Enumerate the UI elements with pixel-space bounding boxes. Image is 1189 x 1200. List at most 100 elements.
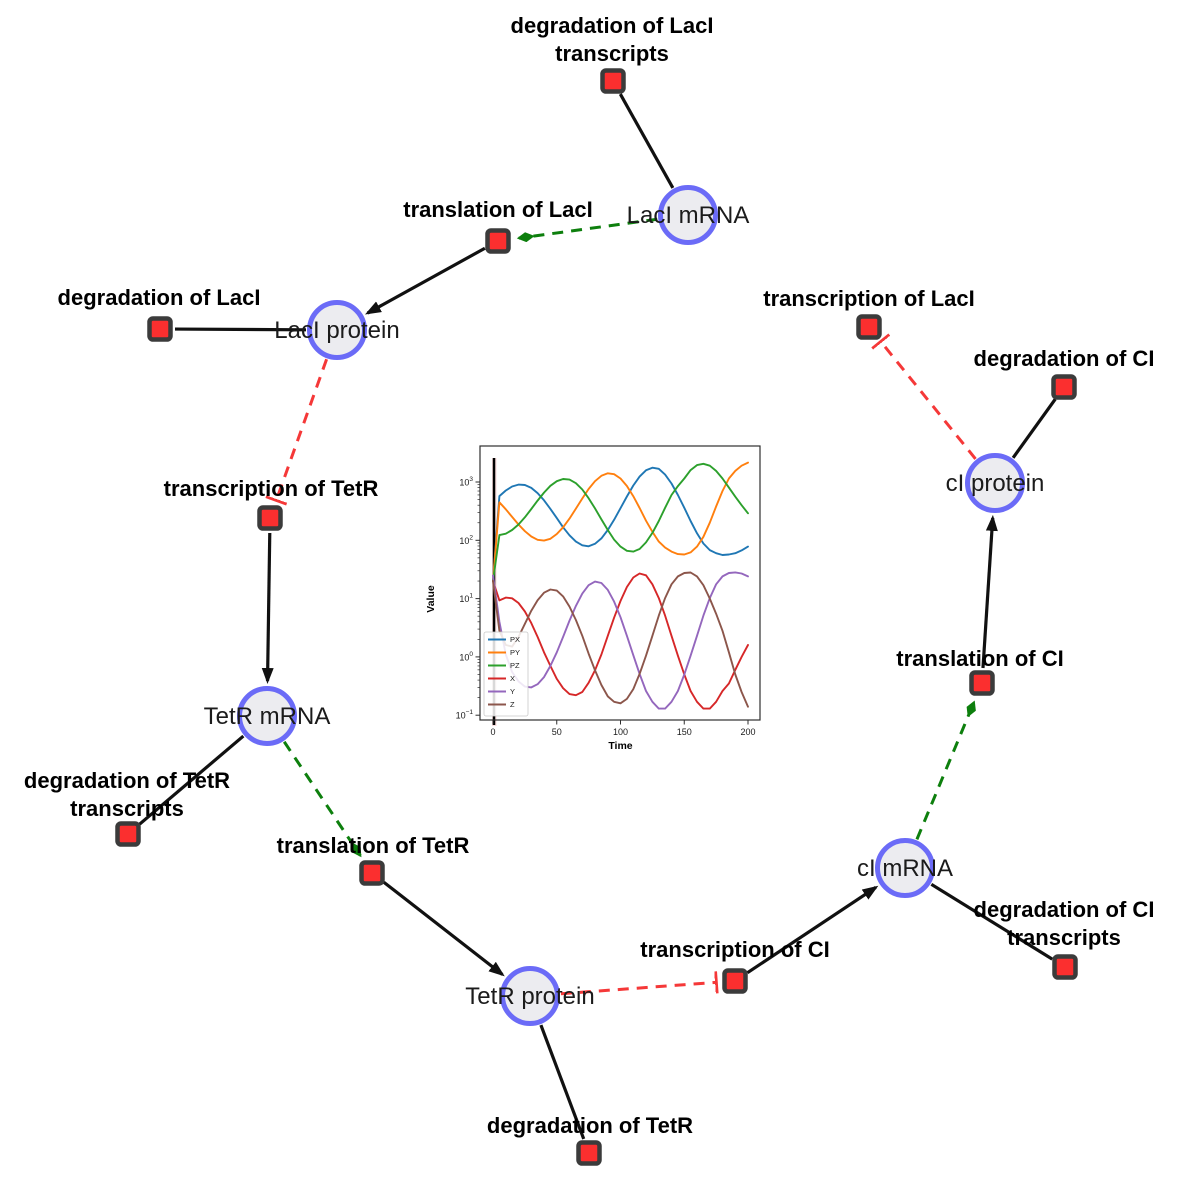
legend-label-PX: PX (510, 635, 520, 644)
edge-inhibition-ci_protein-txn_laci (881, 342, 977, 460)
reaction-deg_ci[interactable] (1051, 374, 1077, 400)
edge-production-transl_ci-ci_protein (981, 514, 998, 669)
edge-consumption-ci_protein-deg_ci (1011, 398, 1057, 459)
species-label-laci_mrna: LacI mRNA (627, 202, 750, 229)
y-axis-tick-label: 101 (459, 593, 473, 605)
x-axis-tick-label: 100 (613, 727, 628, 737)
y-axis-tick-label: 102 (459, 534, 473, 546)
reaction-label-deg_ci: degradation of CI (974, 346, 1155, 371)
reaction-square[interactable] (485, 228, 511, 254)
species-circle[interactable] (658, 185, 718, 245)
reaction-transl_ci[interactable] (969, 670, 995, 696)
reaction-label-deg_tetr_tx: degradation of TetR transcripts (24, 768, 230, 821)
species-ci_mrna[interactable]: cI mRNA (857, 838, 953, 898)
species-circle[interactable] (307, 300, 367, 360)
series-PZ (492, 462, 749, 582)
reaction-square[interactable] (257, 505, 283, 531)
species-label-ci_mrna: cI mRNA (857, 855, 953, 882)
reaction-deg_laci_tx[interactable] (600, 68, 626, 94)
reaction-txn_ci[interactable] (722, 968, 748, 994)
reaction-square[interactable] (1052, 954, 1078, 980)
y-axis-label: Value (425, 585, 437, 613)
species-tetr_protein[interactable]: TetR protein (465, 966, 595, 1026)
x-axis-label: Time (608, 740, 632, 752)
species-label-tetr_mrna: TetR mRNA (204, 703, 331, 730)
series-PX (492, 466, 749, 582)
legend-label-Y: Y (510, 687, 515, 696)
x-axis-tick-label: 200 (740, 727, 755, 737)
edges-layer (138, 93, 1057, 1140)
series-Y (492, 571, 749, 710)
edge-production-transl_tetr-tetr_protein (382, 880, 505, 977)
reaction-deg_tetr_tx[interactable] (115, 821, 141, 847)
legend-label-X: X (510, 674, 515, 683)
edge-consumption-laci_protein-deg_laci (174, 327, 307, 332)
reaction-label-transl_tetr: translation of TetR (277, 833, 470, 858)
edge-inhibition-laci_protein-txn_tetr (276, 358, 329, 500)
reaction-label-transl_laci: translation of LacI (403, 197, 592, 222)
legend-label-PZ: PZ (510, 661, 520, 670)
edge-production-transl_laci-laci_protein (365, 246, 486, 315)
x-axis-tick-label: 0 (490, 727, 495, 737)
edge-consumption-tetr_protein-deg_tetr (539, 1024, 586, 1140)
species-circle[interactable] (875, 838, 935, 898)
species-laci_protein[interactable]: LacI protein (274, 300, 400, 360)
edge-inhibition-tetr_protein-txn_ci (560, 982, 716, 996)
reaction-label-deg_ci_tx: degradation of CI transcripts (974, 897, 1155, 950)
reaction-square[interactable] (359, 860, 385, 886)
reaction-label-txn_ci: transcription of CI (640, 937, 829, 962)
species-ci_protein[interactable]: cI protein (946, 453, 1045, 513)
reaction-label-txn_laci: transcription of LacI (763, 286, 974, 311)
series-X (492, 572, 749, 710)
edge-modifier-laci_mrna-transl_laci (516, 217, 658, 243)
species-label-tetr_protein: TetR protein (465, 983, 594, 1010)
y-axis-tick-label: 103 (459, 476, 473, 488)
edge-consumption-ci_mrna-deg_ci_tx (930, 882, 1054, 961)
reaction-txn_laci[interactable] (856, 314, 882, 340)
species-circle[interactable] (237, 686, 297, 746)
reaction-square[interactable] (722, 968, 748, 994)
edge-modifier-ci_mrna-transl_ci (915, 700, 976, 840)
reaction-transl_tetr[interactable] (359, 860, 385, 886)
reaction-deg_tetr[interactable] (576, 1140, 602, 1166)
species-circle[interactable] (500, 966, 560, 1026)
reaction-square[interactable] (969, 670, 995, 696)
edge-production-txn_tetr-tetr_mrna (261, 532, 274, 685)
species-label-laci_protein: LacI protein (274, 317, 399, 344)
species-tetr_mrna[interactable]: TetR mRNA (204, 686, 331, 746)
reaction-label-transl_ci: translation of CI (896, 646, 1063, 671)
legend-label-PY: PY (510, 648, 520, 657)
y-axis-tick-label: 100 (459, 651, 473, 663)
edge-consumption-laci_mrna-deg_laci_tx (618, 93, 675, 189)
series-Z (492, 571, 749, 708)
series-PY (492, 461, 749, 582)
reaction-square[interactable] (856, 314, 882, 340)
reaction-square[interactable] (115, 821, 141, 847)
reaction-square[interactable] (1051, 374, 1077, 400)
reaction-square[interactable] (147, 316, 173, 342)
reaction-deg_laci[interactable] (147, 316, 173, 342)
y-axis-tick-label: 10−1 (456, 709, 474, 721)
edge-consumption-tetr_mrna-deg_tetr_tx (138, 734, 245, 826)
plot-legend: PX PY PZ XYZ (483, 631, 529, 717)
reaction-deg_ci_tx[interactable] (1052, 954, 1078, 980)
species-label-ci_protein: cI protein (946, 470, 1045, 497)
reaction-square[interactable] (576, 1140, 602, 1166)
edge-production-txn_ci-ci_mrna (746, 885, 879, 975)
species-circle[interactable] (965, 453, 1025, 513)
legend-label-Z: Z (510, 700, 515, 709)
reaction-transl_laci[interactable] (485, 228, 511, 254)
reaction-label-deg_tetr: degradation of TetR (487, 1113, 693, 1138)
reaction-label-txn_tetr: transcription of TetR (164, 476, 379, 501)
reaction-square[interactable] (600, 68, 626, 94)
x-axis-tick-label: 50 (552, 727, 562, 737)
edge-modifier-tetr_mrna-transl_tetr (282, 740, 362, 858)
x-axis-tick-label: 150 (677, 727, 692, 737)
species-laci_mrna[interactable]: LacI mRNA (627, 185, 750, 245)
reaction-txn_tetr[interactable] (257, 505, 283, 531)
reaction-label-deg_laci_tx: degradation of LacI transcripts (511, 13, 714, 66)
reaction-label-deg_laci: degradation of LacI (58, 285, 261, 310)
